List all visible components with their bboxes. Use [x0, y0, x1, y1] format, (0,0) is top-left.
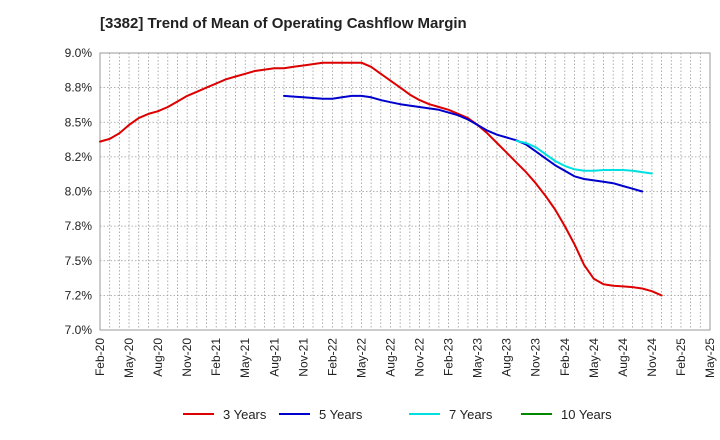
plot-frame	[99, 52, 711, 331]
x-tick-label: May-24	[587, 338, 601, 378]
x-tick-label: Aug-23	[500, 338, 514, 377]
x-tick-label: Feb-23	[442, 338, 456, 376]
series-line-3-years	[99, 61, 663, 297]
x-tick-label: Feb-22	[325, 338, 339, 376]
x-tick-label: May-23	[471, 338, 485, 378]
x-tick-label: Aug-21	[267, 338, 281, 377]
legend-label-5-years: 5 Years	[319, 407, 363, 422]
legend-label-3-years: 3 Years	[223, 407, 267, 422]
x-tick-label: May-25	[703, 338, 717, 378]
x-tick-label: Aug-20	[151, 338, 165, 377]
y-tick-label: 7.2%	[65, 288, 93, 302]
x-tick-label: May-21	[238, 338, 252, 378]
y-tick-label: 9.0%	[65, 46, 93, 60]
y-tick-label: 8.0%	[65, 185, 93, 199]
series-line-7-years	[515, 139, 653, 175]
x-tick-label: Nov-22	[413, 338, 427, 377]
legend-label-7-years: 7 Years	[449, 407, 493, 422]
y-tick-label: 7.5%	[65, 254, 93, 268]
y-tick-label: 7.8%	[65, 219, 93, 233]
x-tick-label: Feb-20	[93, 338, 107, 376]
y-tick-label: 8.8%	[65, 81, 93, 95]
y-tick-label: 8.5%	[65, 115, 93, 129]
x-tick-label: May-22	[354, 338, 368, 378]
x-tick-label: Feb-24	[558, 338, 572, 376]
legend-label-10-years: 10 Years	[561, 407, 612, 422]
x-tick-label: Aug-24	[616, 338, 630, 377]
x-tick-label: May-20	[122, 338, 136, 378]
x-tick-label: Nov-20	[180, 338, 194, 377]
y-tick-label: 8.2%	[65, 150, 93, 164]
series-line-5-years	[283, 94, 644, 193]
x-tick-label: Nov-21	[296, 338, 310, 377]
y-tick-label: 7.0%	[65, 323, 93, 337]
x-tick-label: Aug-22	[383, 338, 397, 377]
x-tick-label: Nov-23	[529, 338, 543, 377]
x-tick-label: Feb-21	[209, 338, 223, 376]
x-tick-label: Feb-25	[674, 338, 688, 376]
chart-title: [3382] Trend of Mean of Operating Cashfl…	[100, 15, 467, 32]
x-tick-label: Nov-24	[645, 338, 659, 377]
